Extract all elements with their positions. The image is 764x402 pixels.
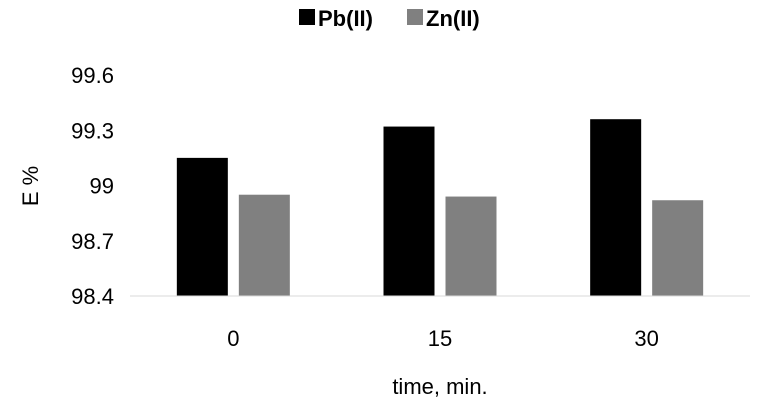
y-tick-label: 98.7	[71, 229, 114, 254]
y-axis-title: E %	[18, 166, 43, 206]
bar-pb-15	[383, 126, 435, 296]
bar-zn-0	[238, 194, 290, 296]
x-tick-label: 30	[634, 326, 658, 351]
bar-zn-15	[445, 196, 497, 296]
bar-pb-0	[176, 157, 228, 296]
bar-zn-30	[652, 200, 704, 296]
bars	[176, 119, 704, 296]
x-tick-label: 0	[227, 326, 239, 351]
legend-swatch-zn	[407, 9, 423, 25]
y-tick-label: 98.4	[71, 284, 114, 309]
y-tick-label: 99.6	[71, 63, 114, 88]
legend-label-pb: Pb(II)	[318, 6, 373, 31]
legend: Pb(II) Zn(II)	[299, 6, 480, 31]
y-tick-label: 99	[90, 174, 114, 199]
x-axis-title: time, min.	[392, 374, 487, 399]
legend-swatch-pb	[299, 9, 315, 25]
y-tick-label: 99.3	[71, 118, 114, 143]
legend-label-zn: Zn(II)	[426, 6, 480, 31]
x-tick-label: 15	[428, 326, 452, 351]
y-axis-tick-labels: 98.4 98.7 99 99.3 99.6	[71, 63, 114, 309]
bar-pb-30	[590, 119, 642, 296]
x-axis-tick-labels: 0 15 30	[227, 326, 659, 351]
